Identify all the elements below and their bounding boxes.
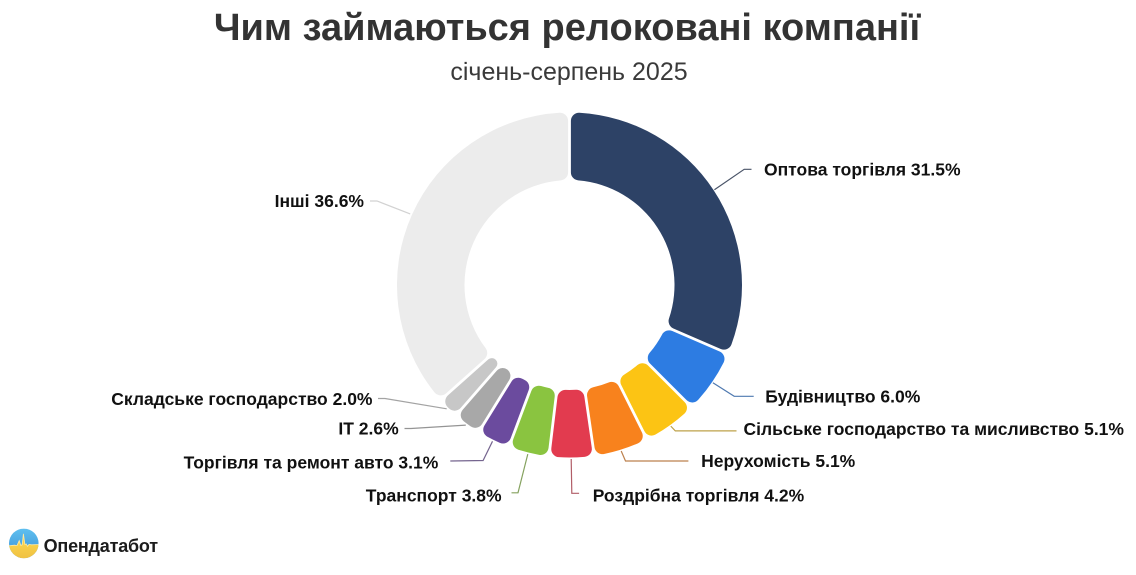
- svg-text:Інші 36.6%: Інші 36.6%: [275, 191, 365, 211]
- svg-text:січень-серпень 2025: січень-серпень 2025: [450, 58, 687, 86]
- svg-text:Нерухомість 5.1%: Нерухомість 5.1%: [701, 451, 856, 471]
- svg-text:Роздрібна торгівля 4.2%: Роздрібна торгівля 4.2%: [593, 485, 805, 505]
- svg-text:Опендатабот: Опендатабот: [44, 536, 159, 556]
- svg-text:Торгівля та ремонт авто 3.1%: Торгівля та ремонт авто 3.1%: [184, 453, 439, 473]
- svg-text:Будівництво 6.0%: Будівництво 6.0%: [765, 386, 920, 406]
- svg-text:Транспорт 3.8%: Транспорт 3.8%: [366, 485, 502, 505]
- svg-text:ІТ 2.6%: ІТ 2.6%: [338, 419, 399, 439]
- svg-text:Оптова торгівля 31.5%: Оптова торгівля 31.5%: [764, 160, 961, 180]
- svg-text:Складське господарство 2.0%: Складське господарство 2.0%: [111, 389, 373, 409]
- svg-text:Сільське господарство та мисли: Сільське господарство та мисливство 5.1%: [744, 419, 1125, 439]
- svg-text:Чим займаються релоковані комп: Чим займаються релоковані компанії: [214, 7, 922, 49]
